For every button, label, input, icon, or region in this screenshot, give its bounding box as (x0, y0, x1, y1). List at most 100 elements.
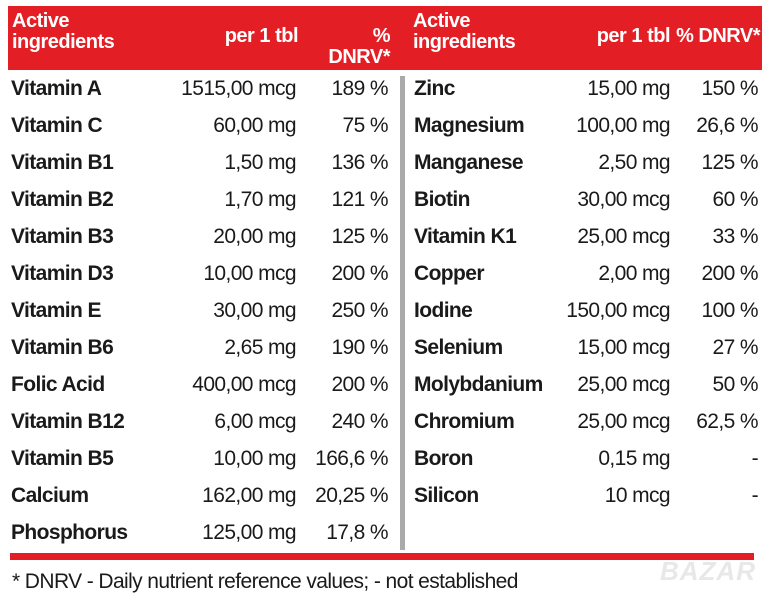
dnrv-percent: 240 % (331, 410, 388, 433)
amount-per-tablet: 400,00 mcg (192, 373, 296, 396)
ingredient-name: Vitamin D3 (11, 262, 114, 285)
dnrv-percent: 150 % (701, 77, 758, 100)
dnrv-percent: 50 % (712, 373, 759, 396)
table-row: Molybdanium 25,00 mcg 50 % (414, 366, 760, 403)
dnrv-percent: 100 % (701, 299, 758, 322)
header-dnrv-left: % DNRV* (328, 25, 390, 68)
left-ingredient-list: Vitamin A 1515,00 mcg 189 % Vitamin C 60,00 … (11, 70, 391, 551)
amount-per-tablet: 25,00 mcg (577, 410, 670, 433)
table-row: Vitamin D3 10,00 mcg 200 % (11, 255, 391, 292)
ingredient-name: Boron (414, 447, 473, 470)
dnrv-percent: 62,5 % (696, 410, 758, 433)
dnrv-percent: 60 % (712, 188, 759, 211)
table-row: Vitamin B2 1,70 mg 121 % (11, 181, 391, 218)
table-row: Folic Acid 400,00 mcg 200 % (11, 366, 391, 403)
amount-per-tablet: 15,00 mg (587, 77, 670, 100)
table-row: Boron 0,15 mg - (414, 440, 760, 477)
ingredient-name: Phosphorus (11, 521, 128, 544)
amount-per-tablet: 20,00 mg (213, 225, 296, 248)
amount-per-tablet: 1,50 mg (224, 151, 296, 174)
table-row: Selenium 15,00 mcg 27 % (414, 329, 760, 366)
ingredient-name: Biotin (414, 188, 470, 211)
amount-per-tablet: 10,00 mcg (203, 262, 296, 285)
header-per-right: per 1 tbl (596, 25, 671, 47)
dnrv-percent: 200 % (331, 373, 388, 396)
column-divider (400, 76, 405, 550)
table-row: Calcium 162,00 mg 20,25 % (11, 477, 391, 514)
amount-per-tablet: 25,00 mcg (577, 225, 670, 248)
table-row: Copper 2,00 mg 200 % (414, 255, 760, 292)
table-header: Active ingredients per 1 tbl % DNRV* Act… (8, 6, 762, 70)
header-per-left: per 1 tbl (224, 25, 299, 47)
ingredient-name: Vitamin A (11, 77, 102, 100)
dnrv-percent: 125 % (701, 151, 758, 174)
ingredient-name: Vitamin K1 (414, 225, 517, 248)
amount-per-tablet: 2,50 mg (598, 151, 670, 174)
table-row: Silicon 10 mcg - (414, 477, 760, 514)
dnrv-percent: 33 % (712, 225, 759, 248)
footnote: * DNRV - Daily nutrient reference values… (12, 570, 518, 593)
ingredient-name: Copper (414, 262, 485, 285)
table-row: Zinc 15,00 mg 150 % (414, 70, 760, 107)
ingredient-name: Magnesium (414, 114, 525, 137)
ingredient-name: Vitamin B12 (11, 410, 125, 433)
ingredient-name: Vitamin B5 (11, 447, 114, 470)
amount-per-tablet: 1,70 mg (224, 188, 296, 211)
bottom-rule (10, 553, 754, 560)
dnrv-percent: 17,8 % (326, 521, 388, 544)
ingredient-name: Vitamin B6 (11, 336, 114, 359)
dnrv-percent: 125 % (331, 225, 388, 248)
table-row: Phosphorus 125,00 mg 17,8 % (11, 514, 391, 551)
dnrv-percent: 190 % (331, 336, 388, 359)
right-ingredient-list: Zinc 15,00 mg 150 % Magnesium 100,00 mg 26,6 … (414, 70, 760, 514)
ingredient-name: Vitamin B1 (11, 151, 114, 174)
header-ingredients-right: Active ingredients (413, 10, 516, 53)
amount-per-tablet: 30,00 mcg (577, 188, 670, 211)
amount-per-tablet: 15,00 mcg (577, 336, 670, 359)
dnrv-percent: 75 % (342, 114, 389, 137)
table-row: Magnesium 100,00 mg 26,6 % (414, 107, 760, 144)
amount-per-tablet: 30,00 mg (213, 299, 296, 322)
amount-per-tablet: 10 mcg (604, 484, 671, 507)
ingredient-name: Calcium (11, 484, 89, 507)
dnrv-percent: 136 % (331, 151, 388, 174)
amount-per-tablet: 1515,00 mcg (181, 77, 296, 100)
dnrv-percent: 26,6 % (696, 114, 758, 137)
header-dnrv-right: % DNRV* (676, 25, 760, 47)
table-row: Vitamin B12 6,00 mcg 240 % (11, 403, 391, 440)
ingredient-name: Selenium (414, 336, 503, 359)
table-row: Vitamin K1 25,00 mcg 33 % (414, 218, 760, 255)
table-row: Vitamin E 30,00 mg 250 % (11, 292, 391, 329)
dnrv-percent: 20,25 % (315, 484, 388, 507)
dnrv-percent: 121 % (331, 188, 388, 211)
ingredient-name: Vitamin C (11, 114, 103, 137)
amount-per-tablet: 10,00 mg (213, 447, 296, 470)
table-row: Vitamin A 1515,00 mcg 189 % (11, 70, 391, 107)
amount-per-tablet: 100,00 mg (576, 114, 670, 137)
dnrv-percent: - (751, 447, 759, 470)
amount-per-tablet: 0,15 mg (598, 447, 670, 470)
ingredient-name: Manganese (414, 151, 524, 174)
ingredient-name: Zinc (414, 77, 455, 100)
ingredient-name: Folic Acid (11, 373, 105, 396)
ingredient-name: Vitamin B2 (11, 188, 114, 211)
table-row: Vitamin B6 2,65 mg 190 % (11, 329, 391, 366)
dnrv-percent: 250 % (331, 299, 388, 322)
dnrv-percent: 166,6 % (315, 447, 388, 470)
dnrv-percent: - (751, 484, 759, 507)
amount-per-tablet: 2,00 mg (598, 262, 670, 285)
ingredient-name: Chromium (414, 410, 515, 433)
ingredient-name: Molybdanium (414, 373, 543, 396)
watermark-logo: BAZAR (660, 556, 756, 586)
table-row: Vitamin C 60,00 mg 75 % (11, 107, 391, 144)
amount-per-tablet: 60,00 mg (213, 114, 296, 137)
amount-per-tablet: 162,00 mg (202, 484, 296, 507)
amount-per-tablet: 25,00 mcg (577, 373, 670, 396)
dnrv-percent: 27 % (712, 336, 759, 359)
ingredient-name: Vitamin B3 (11, 225, 114, 248)
table-row: Vitamin B5 10,00 mg 166,6 % (11, 440, 391, 477)
table-row: Vitamin B3 20,00 mg 125 % (11, 218, 391, 255)
dnrv-percent: 200 % (331, 262, 388, 285)
amount-per-tablet: 150,00 mcg (566, 299, 670, 322)
ingredient-name: Iodine (414, 299, 473, 322)
